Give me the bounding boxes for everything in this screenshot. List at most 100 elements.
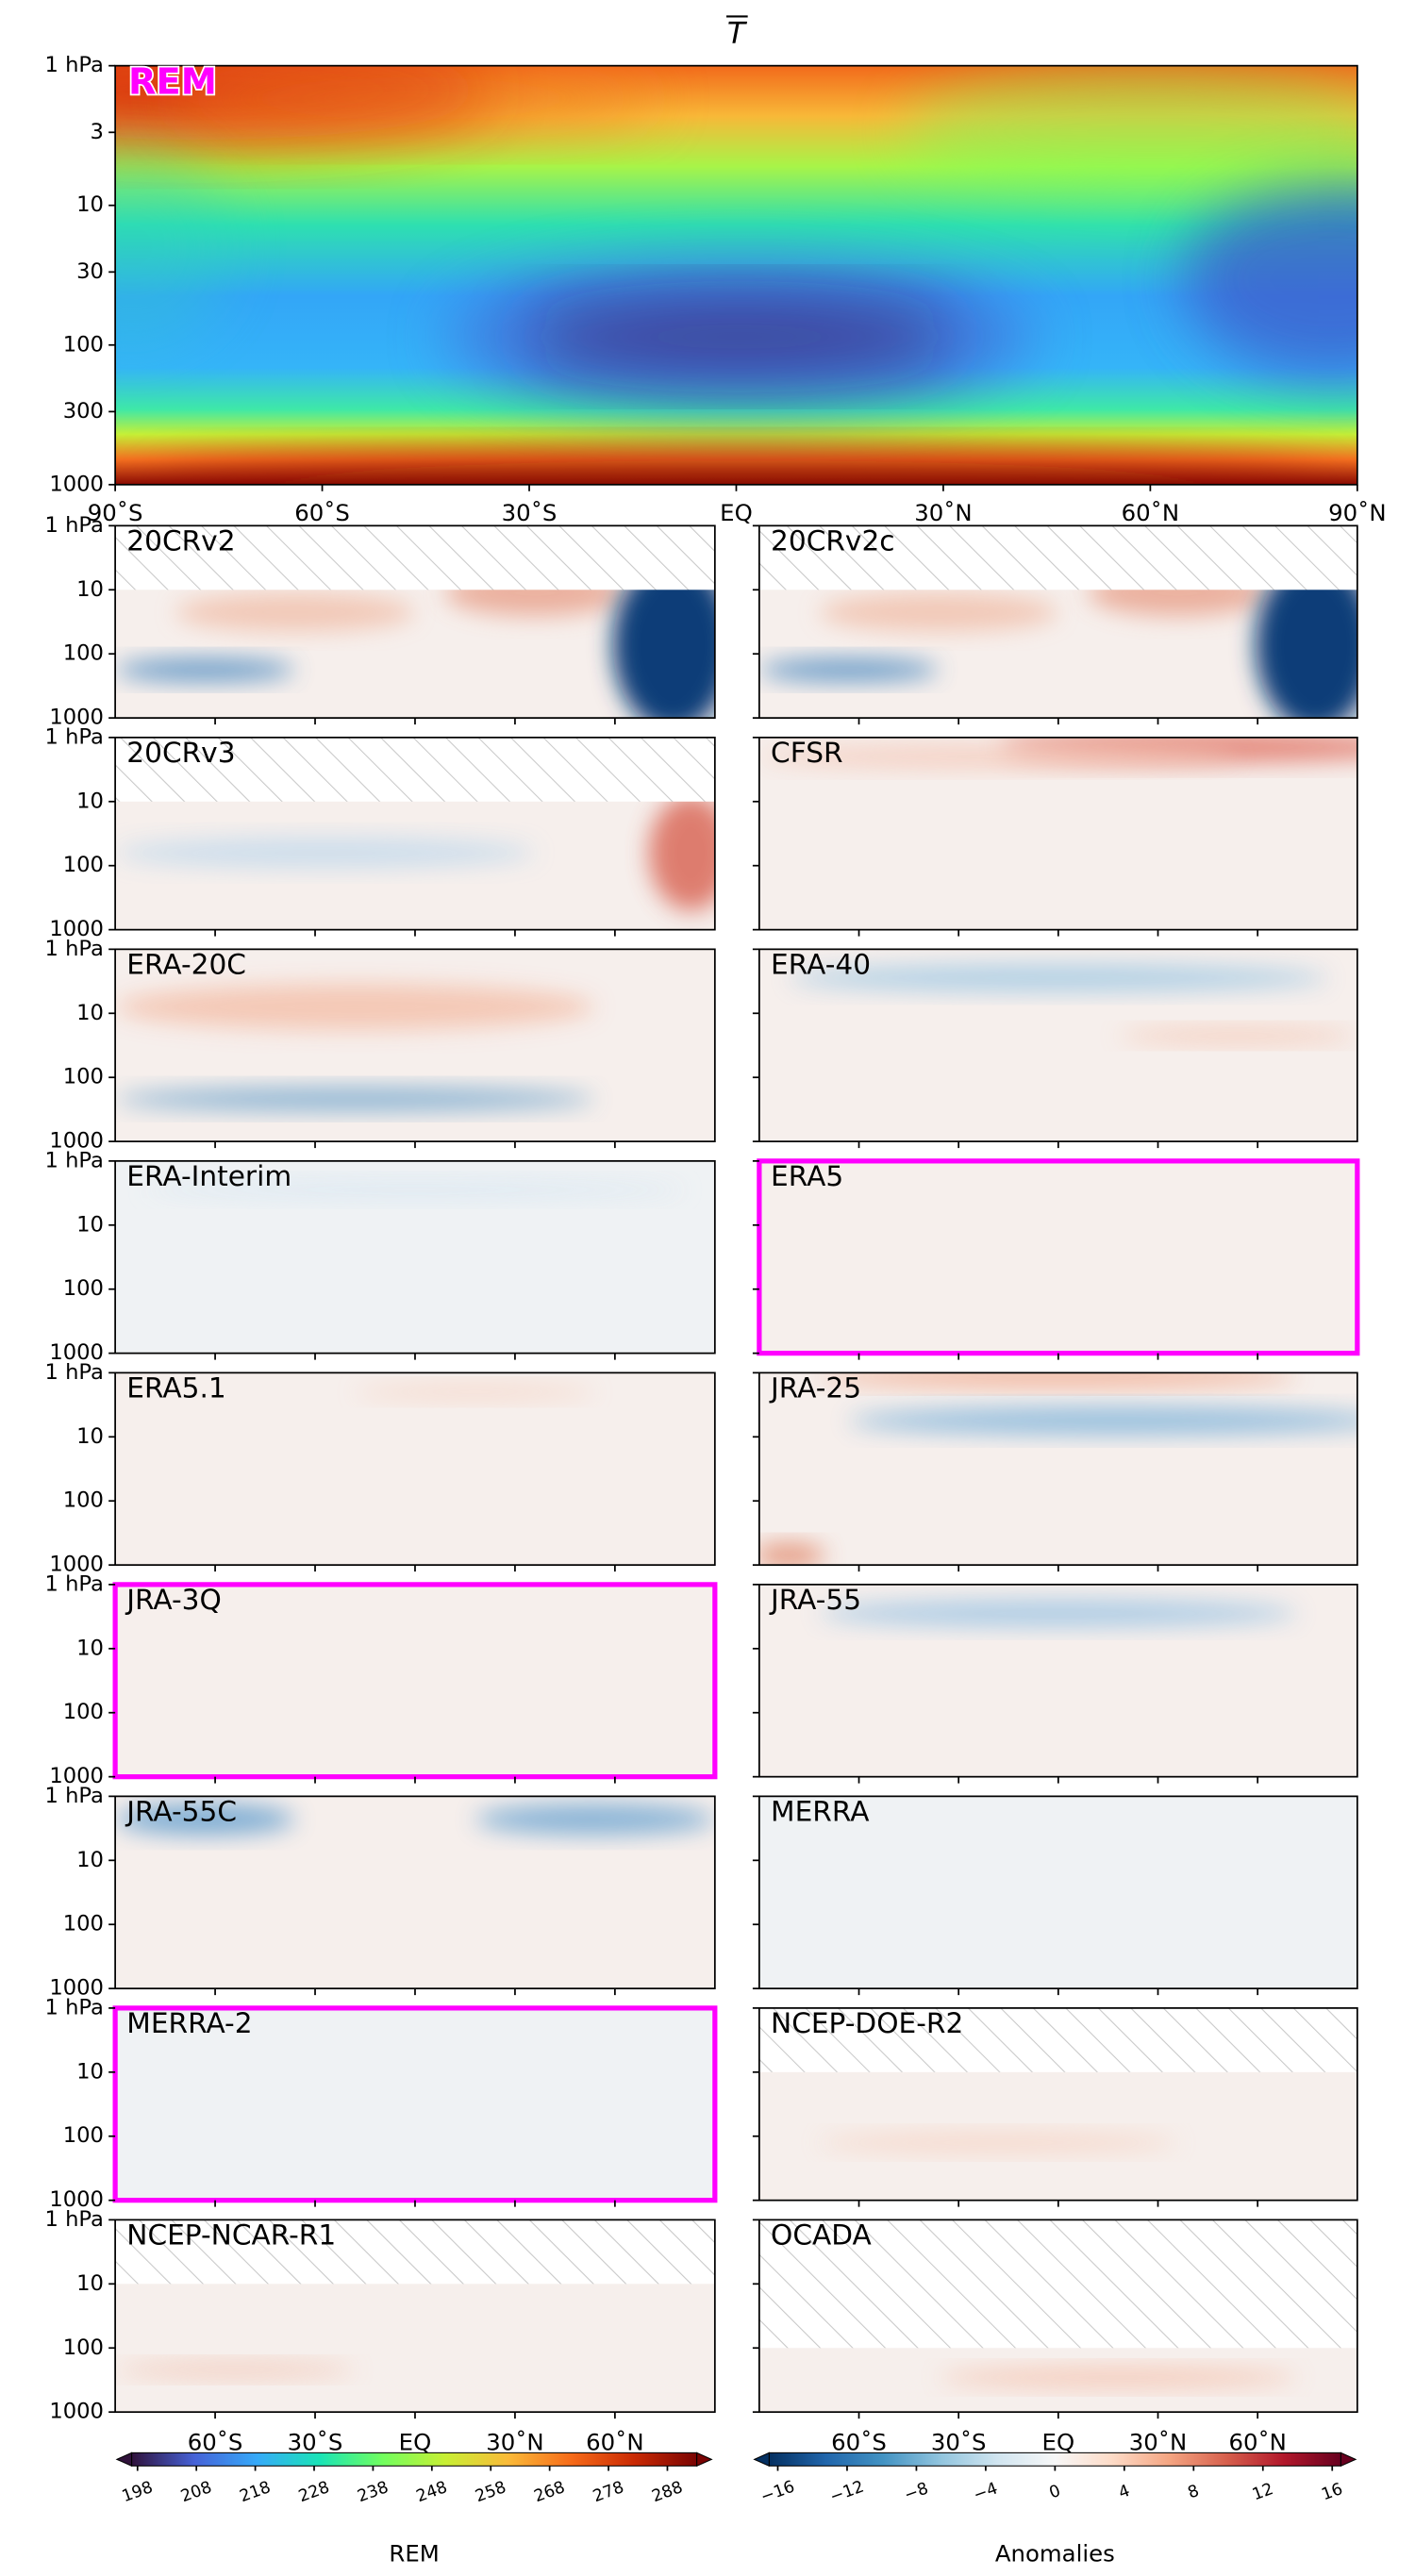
field-blob bbox=[758, 657, 940, 682]
y-tick-label: 1000 bbox=[49, 1976, 104, 2001]
field-blob bbox=[849, 1407, 1357, 1435]
y-tick-label: 100 bbox=[63, 1700, 104, 1724]
field-blob bbox=[144, 1180, 686, 1200]
colorbar-tick-label: 228 bbox=[296, 2478, 332, 2506]
field-blob bbox=[904, 65, 1357, 197]
y-tick-label: 10 bbox=[76, 577, 104, 602]
panel-label: ERA-Interim bbox=[126, 1160, 291, 1192]
field-blob bbox=[939, 2368, 1298, 2387]
colorbar-tick-label: 238 bbox=[355, 2478, 391, 2506]
colorbar-tick-label: 4 bbox=[1116, 2482, 1132, 2503]
x-tick-label: 60˚N bbox=[1122, 499, 1179, 526]
x-tick-label: EQ bbox=[1042, 2428, 1075, 2455]
field-blob bbox=[819, 2133, 1178, 2152]
y-tick-label: 10 bbox=[76, 789, 104, 813]
no-data-hatch bbox=[115, 737, 715, 802]
panel bbox=[758, 1796, 1357, 1989]
panel bbox=[758, 525, 1357, 719]
panel-label: REM bbox=[128, 60, 217, 103]
x-tick-label: 30˚S bbox=[931, 2428, 987, 2455]
panel-label: NCEP-NCAR-R1 bbox=[126, 2219, 336, 2251]
colorbar-tick-label: 248 bbox=[414, 2478, 450, 2506]
field-background bbox=[115, 1584, 715, 1777]
colorbar-label: REM bbox=[389, 2539, 439, 2567]
x-tick-label: 60˚S bbox=[294, 499, 350, 526]
y-tick-label: 1000 bbox=[49, 2187, 104, 2212]
panel-label: ERA-40 bbox=[771, 948, 871, 980]
panel-label: ERA-20C bbox=[126, 948, 246, 980]
panel bbox=[115, 1584, 715, 1777]
panel-label: 20CRv3 bbox=[126, 737, 235, 769]
colorbar-tick-label: 198 bbox=[120, 2478, 156, 2506]
y-tick-label: 10 bbox=[76, 1848, 104, 1872]
panel-label: 20CRv2c bbox=[771, 524, 895, 557]
field-blob bbox=[758, 745, 1238, 769]
x-tick-label: 30˚S bbox=[502, 499, 558, 526]
y-tick-label: 10 bbox=[76, 1636, 104, 1660]
y-tick-label: 1000 bbox=[49, 1553, 104, 1577]
y-tick-label: 10 bbox=[76, 2271, 104, 2296]
y-tick-label: 1000 bbox=[49, 2400, 104, 2424]
no-data-hatch bbox=[758, 2219, 1357, 2349]
field-blob bbox=[648, 795, 715, 911]
panel-label: ERA5.1 bbox=[126, 1371, 225, 1404]
panel bbox=[115, 2007, 715, 2201]
panel-label: JRA-3Q bbox=[125, 1584, 222, 1616]
colorbar-tick-label: 218 bbox=[238, 2478, 274, 2506]
y-tick-label: 1 hPa bbox=[44, 1571, 103, 1596]
field-blob bbox=[443, 262, 1036, 411]
y-tick-label: 1000 bbox=[49, 706, 104, 730]
colorbar bbox=[768, 2451, 1341, 2467]
y-tick-label: 100 bbox=[63, 641, 104, 666]
y-tick-label: 3 bbox=[91, 120, 104, 144]
no-data-hatch bbox=[758, 525, 1357, 590]
field-blob bbox=[474, 1803, 715, 1836]
y-tick-label: 300 bbox=[63, 399, 104, 424]
panel bbox=[115, 2219, 715, 2413]
field-blob bbox=[612, 558, 715, 719]
panel bbox=[758, 1372, 1357, 1566]
figure-title: T bbox=[727, 17, 748, 51]
colorbar-extend bbox=[753, 2451, 770, 2468]
panel bbox=[758, 737, 1357, 930]
field-blob bbox=[115, 1088, 595, 1111]
y-tick-label: 1000 bbox=[49, 1129, 104, 1154]
colorbar-tick-label: −4 bbox=[971, 2479, 1000, 2505]
panel bbox=[758, 2219, 1357, 2413]
y-tick-label: 100 bbox=[63, 1065, 104, 1089]
x-tick-label: 90˚N bbox=[1328, 499, 1386, 526]
panel bbox=[758, 949, 1357, 1142]
y-tick-label: 1 hPa bbox=[44, 53, 103, 77]
colorbar-extend bbox=[1340, 2451, 1357, 2468]
field-background bbox=[758, 1796, 1357, 1989]
field-blob bbox=[789, 964, 1328, 992]
panel bbox=[115, 949, 715, 1142]
panel-label: JRA-25 bbox=[769, 1371, 861, 1404]
x-tick-label: 60˚S bbox=[831, 2428, 887, 2455]
y-tick-label: 100 bbox=[63, 853, 104, 877]
panel bbox=[115, 1372, 715, 1566]
field-blob bbox=[115, 1803, 295, 1836]
field-blob bbox=[819, 1600, 1298, 1627]
main-field bbox=[115, 65, 1357, 485]
field-background bbox=[115, 1372, 715, 1566]
colorbar-label: Anomalies bbox=[995, 2539, 1115, 2567]
panel bbox=[115, 525, 715, 719]
x-tick-label: EQ bbox=[399, 2428, 432, 2455]
panel-label: 20CRv2 bbox=[126, 524, 235, 557]
x-tick-label: 30˚N bbox=[1129, 2428, 1187, 2455]
y-tick-label: 1000 bbox=[49, 1340, 104, 1365]
field-background bbox=[115, 2007, 715, 2201]
colorbar-extend bbox=[696, 2451, 713, 2468]
y-tick-label: 10 bbox=[76, 1001, 104, 1025]
colorbar-tick-label: −8 bbox=[902, 2479, 931, 2505]
field-blob bbox=[115, 984, 595, 1030]
panel-label: JRA-55C bbox=[125, 1795, 237, 1827]
x-tick-label: EQ bbox=[720, 499, 753, 526]
colorbar-tick-label: 208 bbox=[178, 2478, 214, 2506]
colorbar-tick-label: 278 bbox=[591, 2478, 626, 2506]
field-blob bbox=[115, 2362, 356, 2378]
panel-label: NCEP-DOE-R2 bbox=[771, 2007, 963, 2039]
y-tick-label: 1000 bbox=[49, 917, 104, 941]
